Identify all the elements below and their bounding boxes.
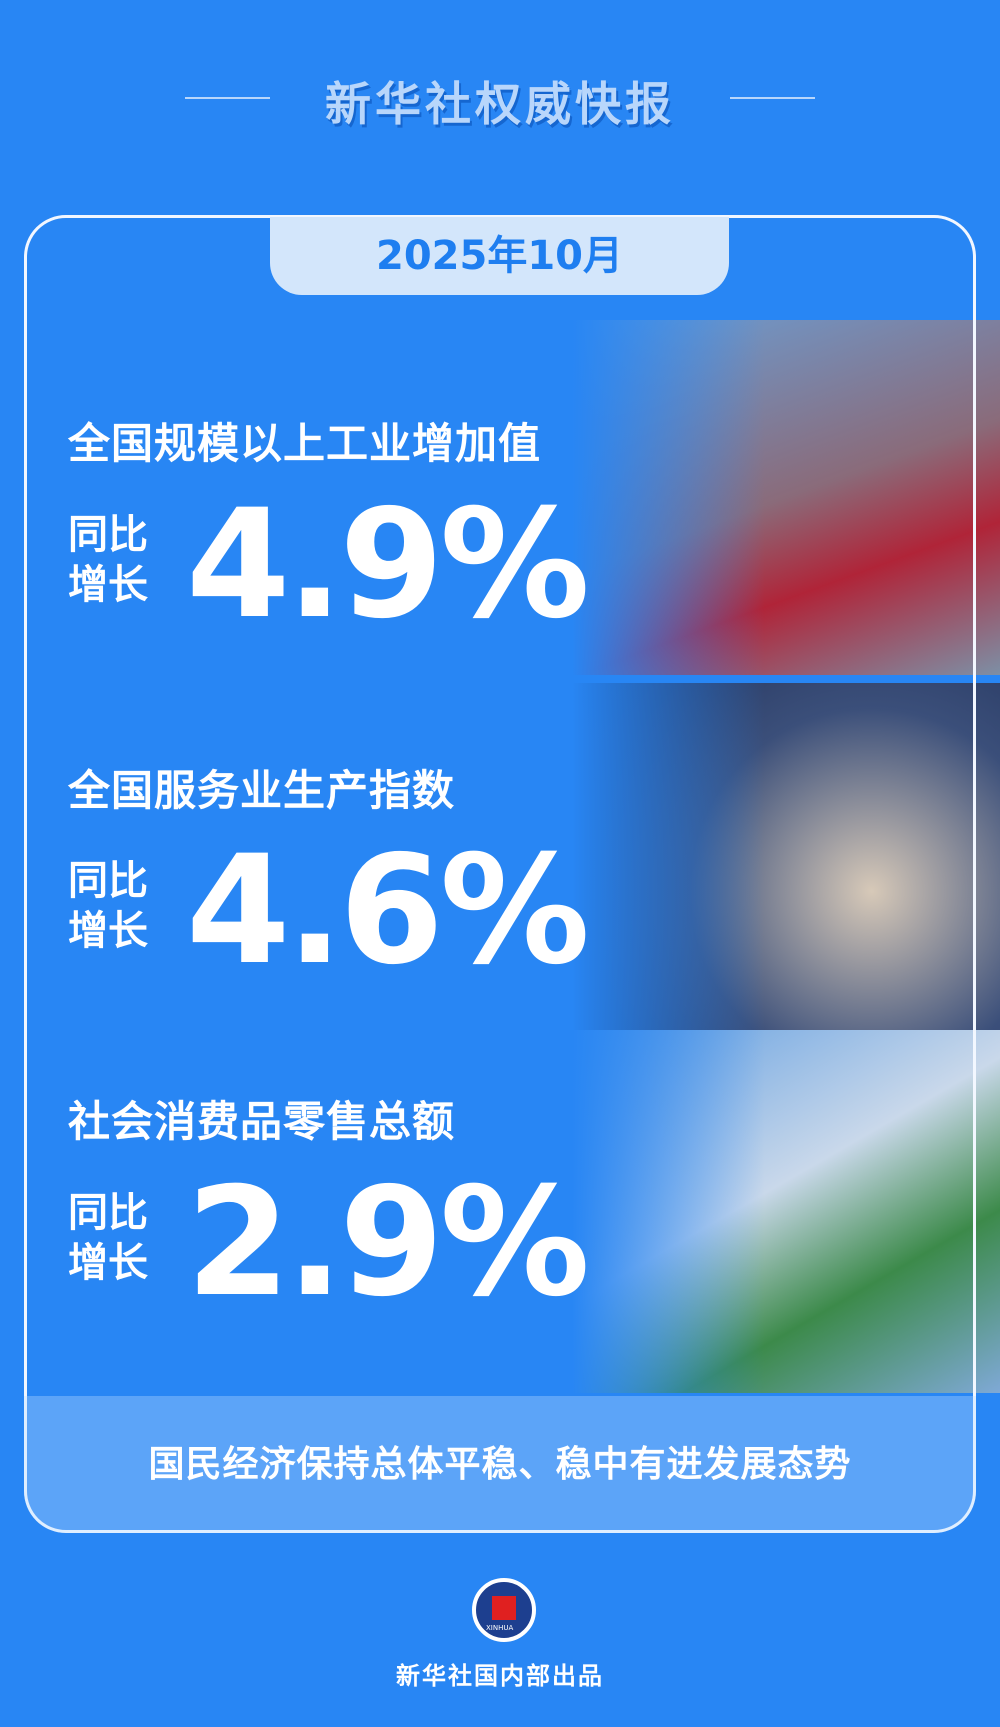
yoy-label: 同比 增长 (68, 510, 168, 610)
yoy-line1: 同比 (68, 858, 148, 904)
yoy-line2: 增长 (68, 562, 148, 608)
divider-left (185, 97, 270, 99)
yoy-line2: 增长 (68, 1240, 148, 1286)
factory-photo (572, 320, 1000, 675)
yoy-line1: 同比 (68, 1190, 148, 1236)
yoy-line1: 同比 (68, 512, 148, 558)
footer-credit: 新华社国内部出品 (396, 1662, 604, 1690)
street-crowd-photo (572, 683, 1000, 1030)
section-heading: 社会消费品零售总额 (68, 1097, 456, 1146)
logo-emblem-icon (492, 1596, 516, 1620)
section-heading: 全国规模以上工业增加值 (68, 419, 542, 468)
growth-value: 2.9% (186, 1156, 590, 1330)
content-card (24, 215, 976, 1533)
growth-value: 4.9% (186, 478, 590, 652)
page-title: 新华社权威快报 (325, 77, 675, 131)
yoy-label: 同比 增长 (68, 1188, 168, 1288)
growth-value: 4.6% (186, 824, 590, 998)
date-tab: 2025年10月 (270, 217, 729, 295)
summary-banner: 国民经济保持总体平稳、稳中有进发展态势 (24, 1396, 976, 1533)
divider-right (730, 97, 815, 99)
yoy-line2: 增长 (68, 908, 148, 954)
xinhua-logo: XINHUA (472, 1578, 536, 1642)
yoy-label: 同比 增长 (68, 856, 168, 956)
section-heading: 全国服务业生产指数 (68, 766, 456, 815)
supermarket-photo (572, 1030, 1000, 1393)
